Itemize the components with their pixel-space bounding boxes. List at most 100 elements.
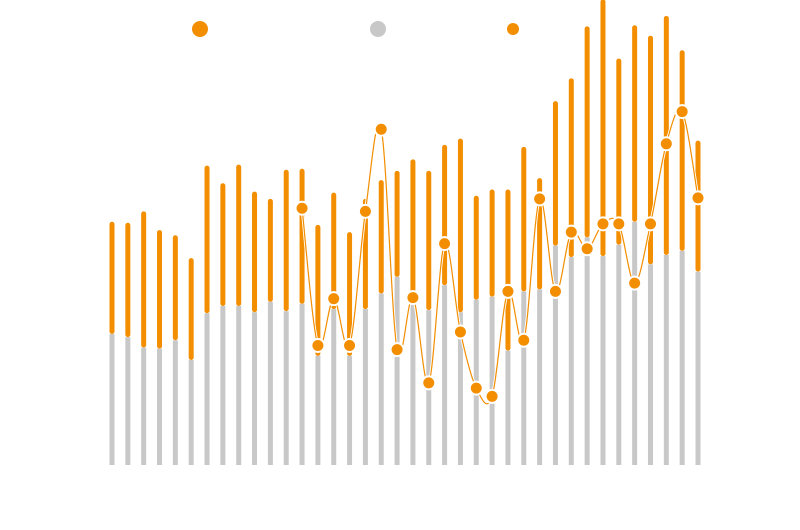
- series-line-halo: [300, 108, 700, 406]
- bar-top: [584, 26, 590, 238]
- legend-marker-3: [507, 23, 519, 35]
- bar-top: [331, 192, 337, 310]
- bar-base: [695, 271, 701, 465]
- bar-base: [616, 244, 622, 465]
- bar-base: [410, 299, 416, 465]
- data-point: [516, 332, 532, 348]
- data-point: [389, 342, 405, 358]
- bar-base: [267, 301, 273, 465]
- data-point: [579, 241, 595, 257]
- bar-base: [521, 291, 527, 465]
- data-point: [658, 136, 674, 152]
- data-point: [547, 283, 563, 299]
- data-point: [294, 200, 310, 216]
- bar-base: [394, 276, 400, 465]
- bar-top: [252, 191, 258, 313]
- bar-top: [410, 159, 416, 300]
- bar-top: [204, 165, 210, 314]
- data-point: [357, 203, 373, 219]
- bar-top: [568, 78, 574, 258]
- legend: [192, 21, 519, 37]
- bar-top: [457, 138, 463, 313]
- bar-base: [172, 340, 178, 465]
- bar-base: [632, 221, 638, 465]
- data-point: [674, 104, 690, 120]
- bar-top: [283, 169, 289, 312]
- bar-top: [315, 224, 321, 356]
- bar-top: [473, 195, 479, 300]
- bar-base: [537, 289, 543, 465]
- bar-base: [252, 312, 258, 465]
- bar-top: [679, 50, 685, 251]
- bar-top: [695, 140, 701, 272]
- bar-top: [663, 15, 669, 256]
- bar-top: [347, 232, 353, 356]
- bar-top: [188, 258, 194, 361]
- bars-layer: [109, 0, 701, 465]
- data-point: [690, 190, 706, 206]
- data-point: [563, 224, 579, 240]
- bar-base: [584, 237, 590, 465]
- bar-base: [299, 303, 305, 465]
- data-point: [310, 337, 326, 353]
- bar-top: [236, 164, 242, 306]
- bar-top: [109, 221, 115, 335]
- bar-base: [647, 264, 653, 465]
- data-point: [484, 388, 500, 404]
- data-point: [627, 275, 643, 291]
- data-point: [642, 216, 658, 232]
- bar-base: [236, 305, 242, 465]
- bar-top: [600, 0, 606, 257]
- data-point: [405, 290, 421, 306]
- data-point: [500, 283, 516, 299]
- bar-base: [552, 245, 558, 465]
- bar-base: [679, 250, 685, 465]
- bar-top: [505, 189, 511, 351]
- data-point: [452, 324, 468, 340]
- bar-top: [647, 35, 653, 265]
- bar-base: [141, 347, 147, 465]
- bar-base: [331, 309, 337, 465]
- bar-top: [521, 146, 527, 292]
- bar-base: [362, 309, 368, 465]
- bar-base: [204, 313, 210, 465]
- data-point: [468, 380, 484, 396]
- data-point: [437, 236, 453, 252]
- data-point: [532, 191, 548, 207]
- bar-top: [442, 144, 448, 286]
- bar-top: [426, 170, 432, 311]
- data-point: [421, 375, 437, 391]
- bar-base: [489, 296, 495, 465]
- bar-base: [157, 348, 163, 465]
- bar-base: [663, 255, 669, 465]
- data-point: [326, 291, 342, 307]
- bar-base: [442, 285, 448, 465]
- data-point: [342, 337, 358, 353]
- bar-top: [125, 222, 131, 338]
- bar-top: [378, 180, 384, 294]
- bar-top: [394, 170, 400, 277]
- dot-line-layer: [294, 104, 706, 406]
- bar-top: [157, 230, 163, 349]
- bar-top: [552, 101, 558, 246]
- bar-base: [125, 337, 131, 465]
- bar-base: [600, 256, 606, 465]
- bar-top: [220, 183, 226, 306]
- data-point: [373, 121, 389, 137]
- bar-base: [378, 293, 384, 465]
- bar-top: [616, 58, 622, 245]
- bar-base: [457, 312, 463, 465]
- bar-top: [267, 198, 273, 302]
- legend-marker-2: [370, 21, 386, 37]
- legend-marker-1: [192, 21, 208, 37]
- bar-base: [109, 334, 115, 465]
- bar-top: [632, 25, 638, 222]
- bar-top: [141, 211, 147, 348]
- data-point: [611, 216, 627, 232]
- bar-top: [172, 235, 178, 341]
- data-point: [595, 216, 611, 232]
- bar-base: [315, 355, 321, 465]
- bar-top: [489, 189, 495, 297]
